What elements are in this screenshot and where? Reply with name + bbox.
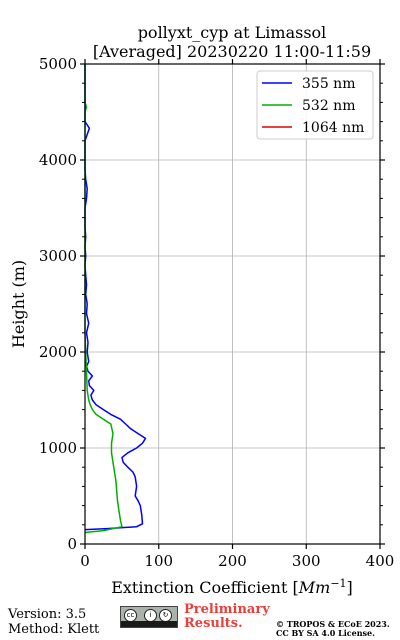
y-tick-label: 2000 [39, 343, 77, 361]
extinction-profile-chart: pollyxt_cyp at Limassol [Averaged] 20230… [9, 23, 394, 597]
y-tick-label: 4000 [39, 151, 77, 169]
axis-ticks [80, 59, 385, 549]
preliminary-notice: Preliminary Results. [184, 603, 270, 631]
x-tick-label: 300 [292, 552, 321, 570]
x-axis-label-exponent: −1 [330, 577, 346, 590]
y-tick-label: 0 [67, 535, 77, 553]
y-tick-label: 1000 [39, 439, 77, 457]
y-tick-label: 5000 [39, 55, 77, 73]
legend: 355 nm 532 nm 1064 nm [256, 70, 374, 140]
x-axis-label-text: Extinction Coefficient [ [111, 578, 299, 597]
x-tick-label: 200 [218, 552, 247, 570]
version-info: Version: 3.5 Method: Klett [8, 607, 99, 637]
version-text: Version: 3.5 [8, 607, 87, 622]
copyright-text: © TROPOS & ECoE 2023. [276, 619, 390, 629]
x-tick-label: 100 [144, 552, 173, 570]
legend-label-355-nm: 355 nm [302, 76, 355, 92]
x-tick-labels: 0 100 200 300 400 [80, 552, 394, 570]
share-alike-icon: ↻ [159, 609, 172, 622]
legend-label-1064-nm: 1064 nm [302, 120, 364, 136]
y-axis-label: Height (m) [9, 260, 28, 348]
y-tick-label: 3000 [39, 247, 77, 265]
cc-license-logo: cc i ↻ [120, 606, 178, 628]
series-line-532-nm [84, 64, 123, 534]
y-tick-labels: 0 1000 2000 3000 4000 5000 [39, 55, 77, 553]
series-layer [84, 64, 147, 534]
preliminary-line-2: Results. [184, 616, 243, 631]
x-axis-label: Extinction Coefficient [Mm−1] [111, 577, 353, 597]
copyright-notice: © TROPOS & ECoE 2023. CC BY SA 4.0 Licen… [276, 620, 390, 638]
cc-logo-bar [121, 621, 177, 627]
legend-box [256, 70, 374, 140]
chart-subtitle: [Averaged] 20230220 11:00-11:59 [93, 42, 371, 61]
method-text: Method: Klett [8, 622, 100, 637]
x-axis-label-unit: Mm [298, 578, 331, 597]
series-line-355-nm [84, 64, 147, 531]
x-tick-label: 0 [80, 552, 90, 570]
preliminary-line-1: Preliminary [184, 602, 270, 617]
license-text: CC BY SA 4.0 License. [276, 628, 375, 638]
legend-label-532-nm: 532 nm [302, 98, 355, 114]
x-tick-label: 400 [366, 552, 395, 570]
x-axis-label-close: ] [347, 578, 353, 597]
chart-title: pollyxt_cyp at Limassol [138, 23, 327, 42]
